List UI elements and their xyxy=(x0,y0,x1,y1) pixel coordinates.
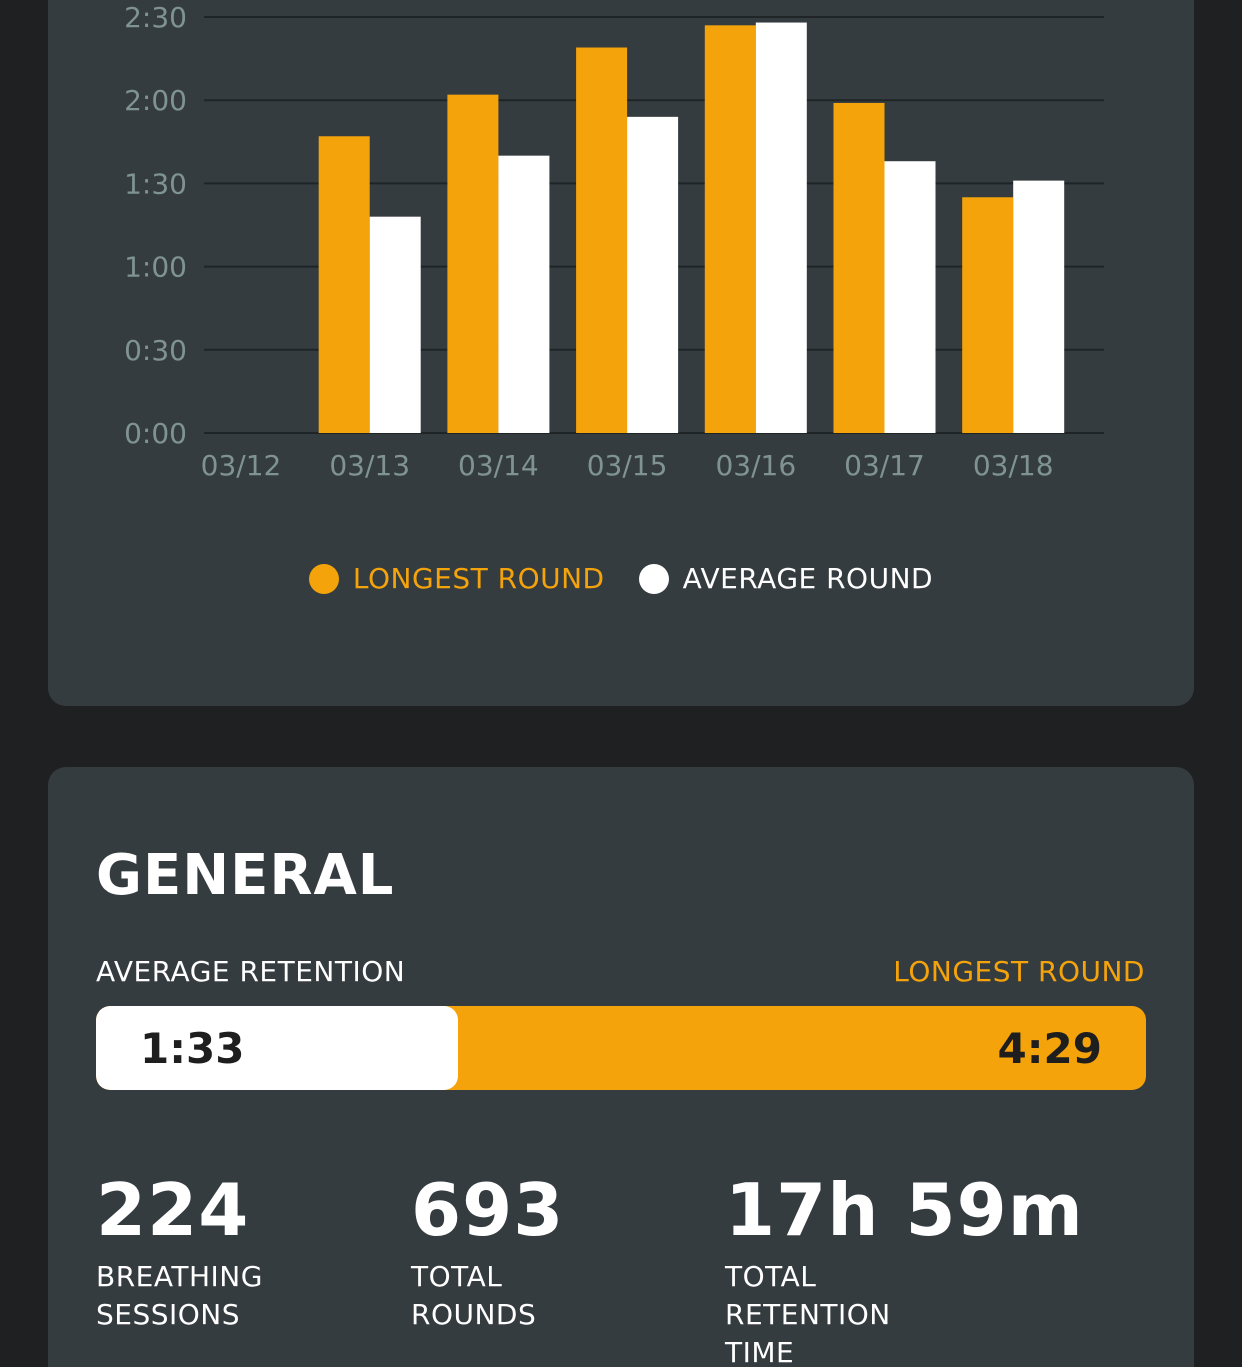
x-tick-label: 03/14 xyxy=(458,449,539,482)
longest-round-label: LONGEST ROUND xyxy=(893,955,1145,988)
stat-value: 224 xyxy=(96,1168,250,1252)
bar-average-round[interactable] xyxy=(369,216,421,433)
chart-legend: LONGEST ROUND AVERAGE ROUND xyxy=(0,562,1242,595)
bar-longest-round[interactable] xyxy=(962,197,1014,433)
longest-round-value: 4:29 xyxy=(997,1023,1102,1073)
stat-label: TOTAL RETENTION TIME xyxy=(725,1260,891,1367)
y-tick-label: 2:30 xyxy=(124,1,187,34)
bar-average-round[interactable] xyxy=(627,116,679,433)
retention-comparison-bar: 1:33 4:29 xyxy=(96,1006,1146,1090)
bar-average-round[interactable] xyxy=(1013,180,1065,433)
bar-average-round[interactable] xyxy=(884,161,936,434)
x-tick-label: 03/18 xyxy=(973,449,1054,482)
stat-breathing-sessions: 224 BREATHING SESSIONS xyxy=(96,1168,356,1334)
stat-value: 693 xyxy=(411,1168,565,1252)
legend-average-label: AVERAGE ROUND xyxy=(682,562,934,595)
section-title: GENERAL xyxy=(96,843,395,908)
y-tick-label: 1:00 xyxy=(124,251,187,284)
bar-longest-round[interactable] xyxy=(318,136,370,433)
bar-longest-round[interactable] xyxy=(704,25,756,433)
stat-total-retention-time: 17h 59m TOTAL RETENTION TIME xyxy=(725,1168,1084,1367)
y-tick-label: 0:30 xyxy=(124,334,187,367)
average-retention-label: AVERAGE RETENTION xyxy=(96,955,406,988)
legend-longest-label: LONGEST ROUND xyxy=(352,562,605,595)
stat-label: BREATHING SESSIONS xyxy=(96,1260,263,1331)
stat-value: 17h 59m xyxy=(725,1168,1084,1252)
longest-dot-icon xyxy=(308,563,339,594)
stat-total-rounds: 693 TOTAL ROUNDS xyxy=(411,1168,671,1334)
x-tick-label: 03/17 xyxy=(844,449,925,482)
bar-longest-round[interactable] xyxy=(447,94,499,434)
y-tick-label: 1:30 xyxy=(124,167,187,200)
bar-average-round[interactable] xyxy=(498,155,550,433)
x-tick-label: 03/15 xyxy=(587,449,668,482)
average-retention-value: 1:33 xyxy=(140,1023,245,1073)
bar-longest-round[interactable] xyxy=(576,47,628,434)
average-dot-icon xyxy=(638,563,669,594)
x-tick-label: 03/12 xyxy=(201,449,282,482)
legend-item-longest[interactable]: LONGEST ROUND xyxy=(308,562,605,595)
x-tick-label: 03/13 xyxy=(329,449,410,482)
retention-bar-chart: 0:00 0:30 1:00 1:30 2:00 2:30 03/12 03/13 03/14 0… xyxy=(124,1,1104,482)
stat-label: TOTAL ROUNDS xyxy=(411,1260,537,1331)
y-tick-label: 0:00 xyxy=(124,417,187,450)
bar-average-round[interactable] xyxy=(755,22,807,434)
average-retention-fill xyxy=(96,1006,459,1090)
legend-item-average[interactable]: AVERAGE ROUND xyxy=(638,562,934,595)
x-tick-label: 03/16 xyxy=(715,449,796,482)
y-tick-label: 2:00 xyxy=(124,84,187,117)
bar-longest-round[interactable] xyxy=(833,102,885,434)
